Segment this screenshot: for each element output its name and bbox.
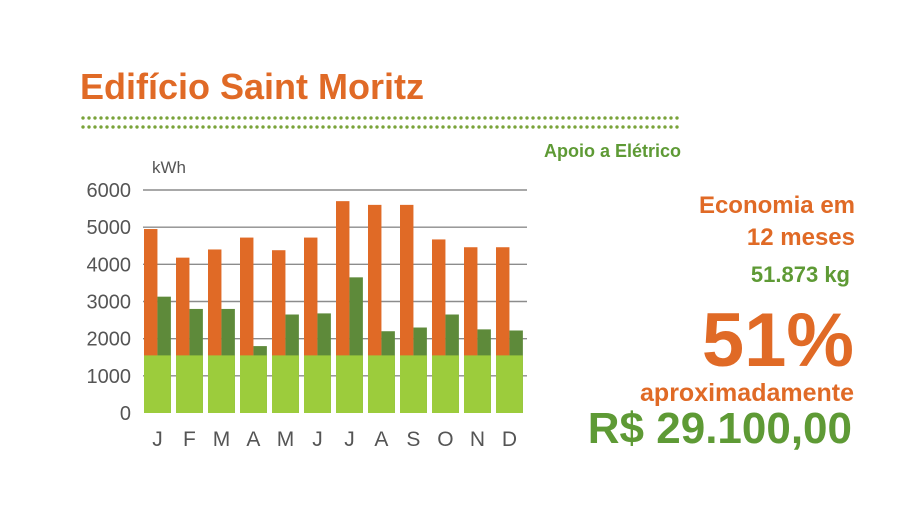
bar-series-3 [208, 355, 235, 413]
savings-heading: Economia em 12 meses [699, 190, 855, 254]
bar-series-3 [368, 355, 395, 413]
approx-label: aproximadamente [640, 379, 854, 407]
y-tick-label: 2000 [87, 329, 132, 351]
savings-percent: 51% [701, 298, 854, 383]
y-tick-label: 5000 [87, 217, 132, 239]
x-tick-label: N [470, 428, 485, 451]
x-tick-label: J [152, 428, 163, 451]
bar-series-3 [400, 355, 427, 413]
y-tick-label: 1000 [87, 366, 132, 388]
x-tick-label: A [374, 428, 388, 451]
x-tick-label: A [246, 428, 260, 451]
bar-series-3 [464, 355, 491, 413]
bar-series-3 [432, 355, 459, 413]
y-tick-label: 0 [120, 403, 131, 425]
x-tick-label: S [406, 428, 420, 451]
bar-series-3 [176, 355, 203, 413]
bar-series-3 [336, 355, 363, 413]
bar-series-3 [496, 355, 523, 413]
y-tick-label: 3000 [87, 292, 132, 314]
page-title: Edifício Saint Moritz [80, 66, 425, 107]
savings-mass: 51.873 kg [750, 262, 850, 287]
dotted-divider-bottom [80, 125, 680, 129]
x-tick-label: J [312, 428, 323, 451]
bar-series-3 [272, 355, 299, 413]
bar-series-3 [304, 355, 331, 413]
dotted-divider-top [80, 116, 680, 120]
bar-series-3 [144, 355, 171, 413]
x-tick-label: J [344, 428, 355, 451]
bar-series-3 [240, 355, 267, 413]
x-tick-label: O [437, 428, 453, 451]
x-tick-label: M [277, 428, 295, 451]
savings-heading-line2: 12 meses [746, 224, 855, 251]
savings-heading-line1: Economia em [698, 192, 855, 219]
y-axis-label: kWh [152, 158, 186, 177]
y-tick-label: 6000 [87, 180, 132, 202]
savings-amount: R$ 29.100,00 [587, 404, 852, 453]
x-tick-label: M [213, 428, 231, 451]
chart-subtitle: Apoio a Elétrico [543, 141, 681, 161]
x-tick-label: F [183, 428, 196, 451]
x-tick-label: D [502, 428, 517, 451]
y-tick-label: 4000 [87, 254, 132, 276]
